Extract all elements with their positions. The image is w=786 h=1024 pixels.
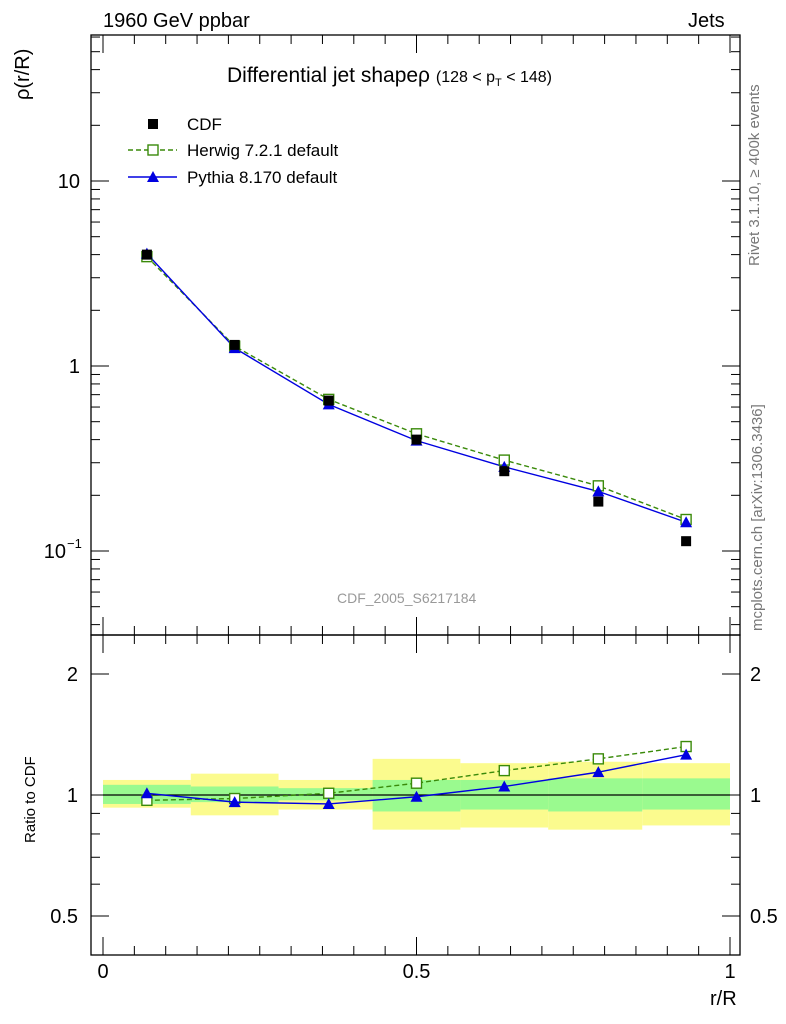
ratio-data-point <box>140 787 153 799</box>
main-series-line <box>146 256 687 521</box>
ratio-data-point <box>498 764 510 777</box>
ratio-y-tick-label-right: 1 <box>750 785 761 807</box>
main-data-point <box>323 395 334 406</box>
main-y-tick-label: 10 <box>58 171 80 193</box>
mcplots-label: mcplots.cern.ch [arXiv:1306.3436] <box>749 404 766 631</box>
ratio-data-point <box>322 797 335 809</box>
chart-title-text: Differential jet shapeρ <box>227 64 431 87</box>
legend-marker <box>147 171 159 182</box>
ratio-y-axis-label: Ratio to CDF <box>22 756 39 843</box>
main-series-line <box>146 253 687 523</box>
main-data-point <box>592 485 605 497</box>
x-axis-label: r/R <box>710 988 737 1010</box>
main-y-tick-label: 10 <box>44 541 66 563</box>
main-y-tick-label-exponent: −1 <box>67 536 82 551</box>
ratio-data-point <box>410 777 423 789</box>
legend-label: Pythia 8.170 default <box>187 168 338 187</box>
ratio-inner-band <box>642 778 730 810</box>
main-data-point <box>680 516 693 528</box>
x-tick-label: 0 <box>97 961 108 983</box>
main-y-tick-label: 1 <box>69 356 80 378</box>
rivet-version-label: Rivet 3.1.10, ≥ 400k events <box>746 84 763 266</box>
header-right: Jets <box>688 10 725 32</box>
legend-marker <box>147 144 159 156</box>
header-left: 1960 GeV ppbar <box>103 10 250 32</box>
main-data-point <box>681 536 692 547</box>
ratio-y-tick-label-right: 2 <box>750 664 761 686</box>
ratio-y-tick-label: 1 <box>67 785 78 807</box>
main-data-point <box>411 434 422 445</box>
ratio-data-point <box>323 787 335 799</box>
ratio-y-tick-label: 2 <box>67 664 78 686</box>
chart-title-cut: (128 < pT < 148) <box>435 69 553 90</box>
ratio-data-point <box>410 790 423 802</box>
ratio-data-point <box>498 780 511 792</box>
x-tick-label: 1 <box>724 961 735 983</box>
ratio-y-tick-label: 0.5 <box>50 906 78 928</box>
ratio-data-point <box>228 796 241 808</box>
main-data-point <box>229 339 240 350</box>
legend-label: CDF <box>187 115 222 134</box>
ratio-data-point <box>592 766 605 778</box>
main-y-axis-label: ρ(r/R) <box>12 48 34 100</box>
main-chart-title: Differential jet shapeρ (128 < pT < 148) <box>227 64 552 89</box>
analysis-watermark: CDF_2005_S6217184 <box>337 590 477 606</box>
ratio-data-point <box>592 753 605 765</box>
main-data-point <box>593 496 604 507</box>
x-tick-label: 0.5 <box>403 961 431 983</box>
ratio-y-tick-label-right: 0.5 <box>750 906 778 928</box>
main-data-point <box>499 466 510 477</box>
main-data-point <box>141 249 152 260</box>
legend-label: Herwig 7.2.1 default <box>187 141 338 160</box>
legend-marker <box>148 119 158 129</box>
ratio-data-point <box>680 748 693 760</box>
